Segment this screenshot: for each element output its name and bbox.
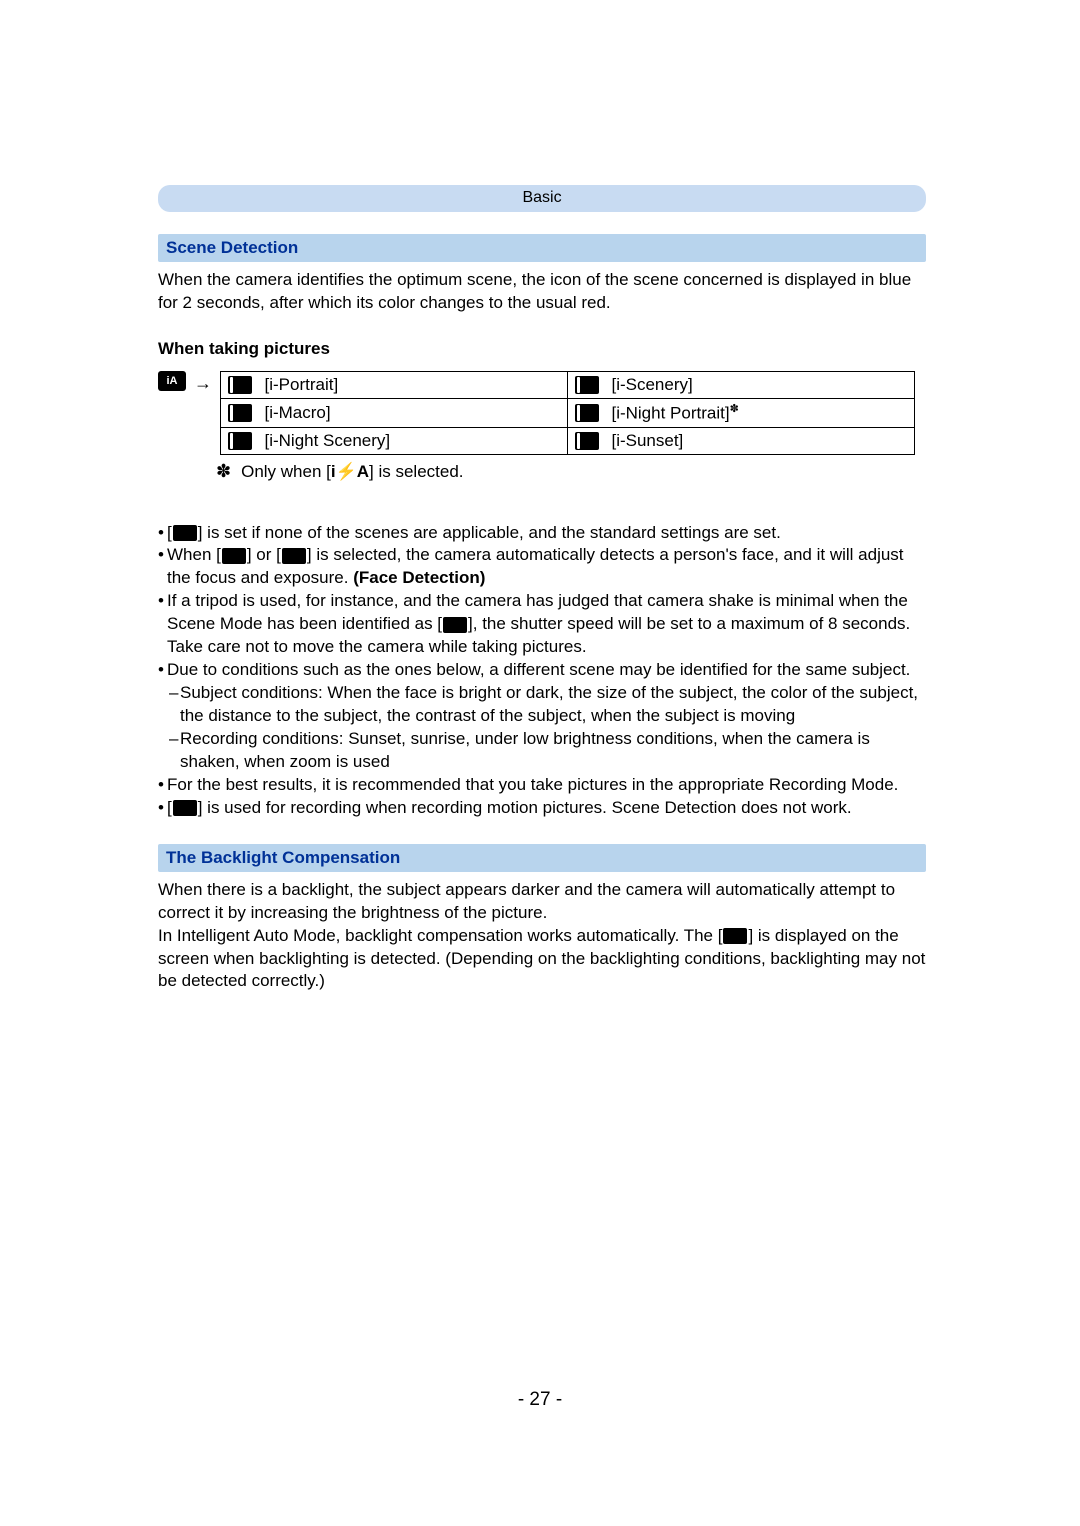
i-sunset-icon (575, 432, 599, 450)
night-scenery-inline-icon (443, 617, 467, 633)
arrow-icon: → (194, 373, 212, 394)
backlight-inline-icon (723, 928, 747, 944)
ia-inline-icon-2 (173, 800, 197, 816)
i-portrait-icon (228, 376, 252, 394)
i-night-portrait-label: [i-Night Portrait]✽ (605, 398, 914, 427)
footnote-star-icon: ✽ (216, 461, 231, 481)
chapter-banner: Basic (158, 185, 926, 212)
note-best-results: For the best results, it is recommended … (158, 774, 926, 797)
night-portrait-inline-icon (282, 548, 306, 564)
when-taking-pictures-title: When taking pictures (158, 339, 926, 359)
note-face-detection: When [] or [] is selected, the camera au… (158, 544, 926, 590)
i-scenery-icon (575, 376, 599, 394)
note-subject-conditions: Subject conditions: When the face is bri… (158, 682, 926, 728)
i-night-portrait-icon (575, 404, 599, 422)
portrait-inline-icon (222, 548, 246, 564)
i-night-scenery-icon (228, 432, 252, 450)
scene-modes-table: [i-Portrait] [i-Scenery] [i-Macro] [i-Ni… (220, 371, 915, 455)
section-backlight: The Backlight Compensation (158, 844, 926, 872)
scene-table-area: iA → [i-Portrait] [i-Scenery] [i-Macro] … (158, 371, 926, 455)
note-recording-conditions: Recording conditions: Sunset, sunrise, u… (158, 728, 926, 774)
note-conditions: Due to conditions such as the ones below… (158, 659, 926, 682)
ia-badge-icon: iA (158, 371, 186, 391)
note-motion-pictures: [] is used for recording when recording … (158, 797, 926, 820)
ia-inline-icon (173, 525, 197, 541)
section-scene-detection: Scene Detection (158, 234, 926, 262)
table-footnote: ✽Only when [i⚡A] is selected. (216, 461, 926, 482)
note-default-scene: [] is set if none of the scenes are appl… (158, 522, 926, 545)
i-portrait-label: [i-Portrait] (258, 371, 567, 398)
backlight-p1: When there is a backlight, the subject a… (158, 879, 926, 925)
scene-detection-intro: When the camera identifies the optimum s… (158, 269, 926, 315)
i-sunset-label: [i-Sunset] (605, 427, 914, 454)
i-scenery-label: [i-Scenery] (605, 371, 914, 398)
i-night-scenery-label: [i-Night Scenery] (258, 427, 567, 454)
notes-list: [] is set if none of the scenes are appl… (158, 522, 926, 820)
i-macro-icon (228, 404, 252, 422)
i-macro-label: [i-Macro] (258, 398, 567, 427)
note-tripod: If a tripod is used, for instance, and t… (158, 590, 926, 659)
page-number: - 27 - (0, 1389, 1080, 1411)
backlight-p2: In Intelligent Auto Mode, backlight comp… (158, 925, 926, 994)
